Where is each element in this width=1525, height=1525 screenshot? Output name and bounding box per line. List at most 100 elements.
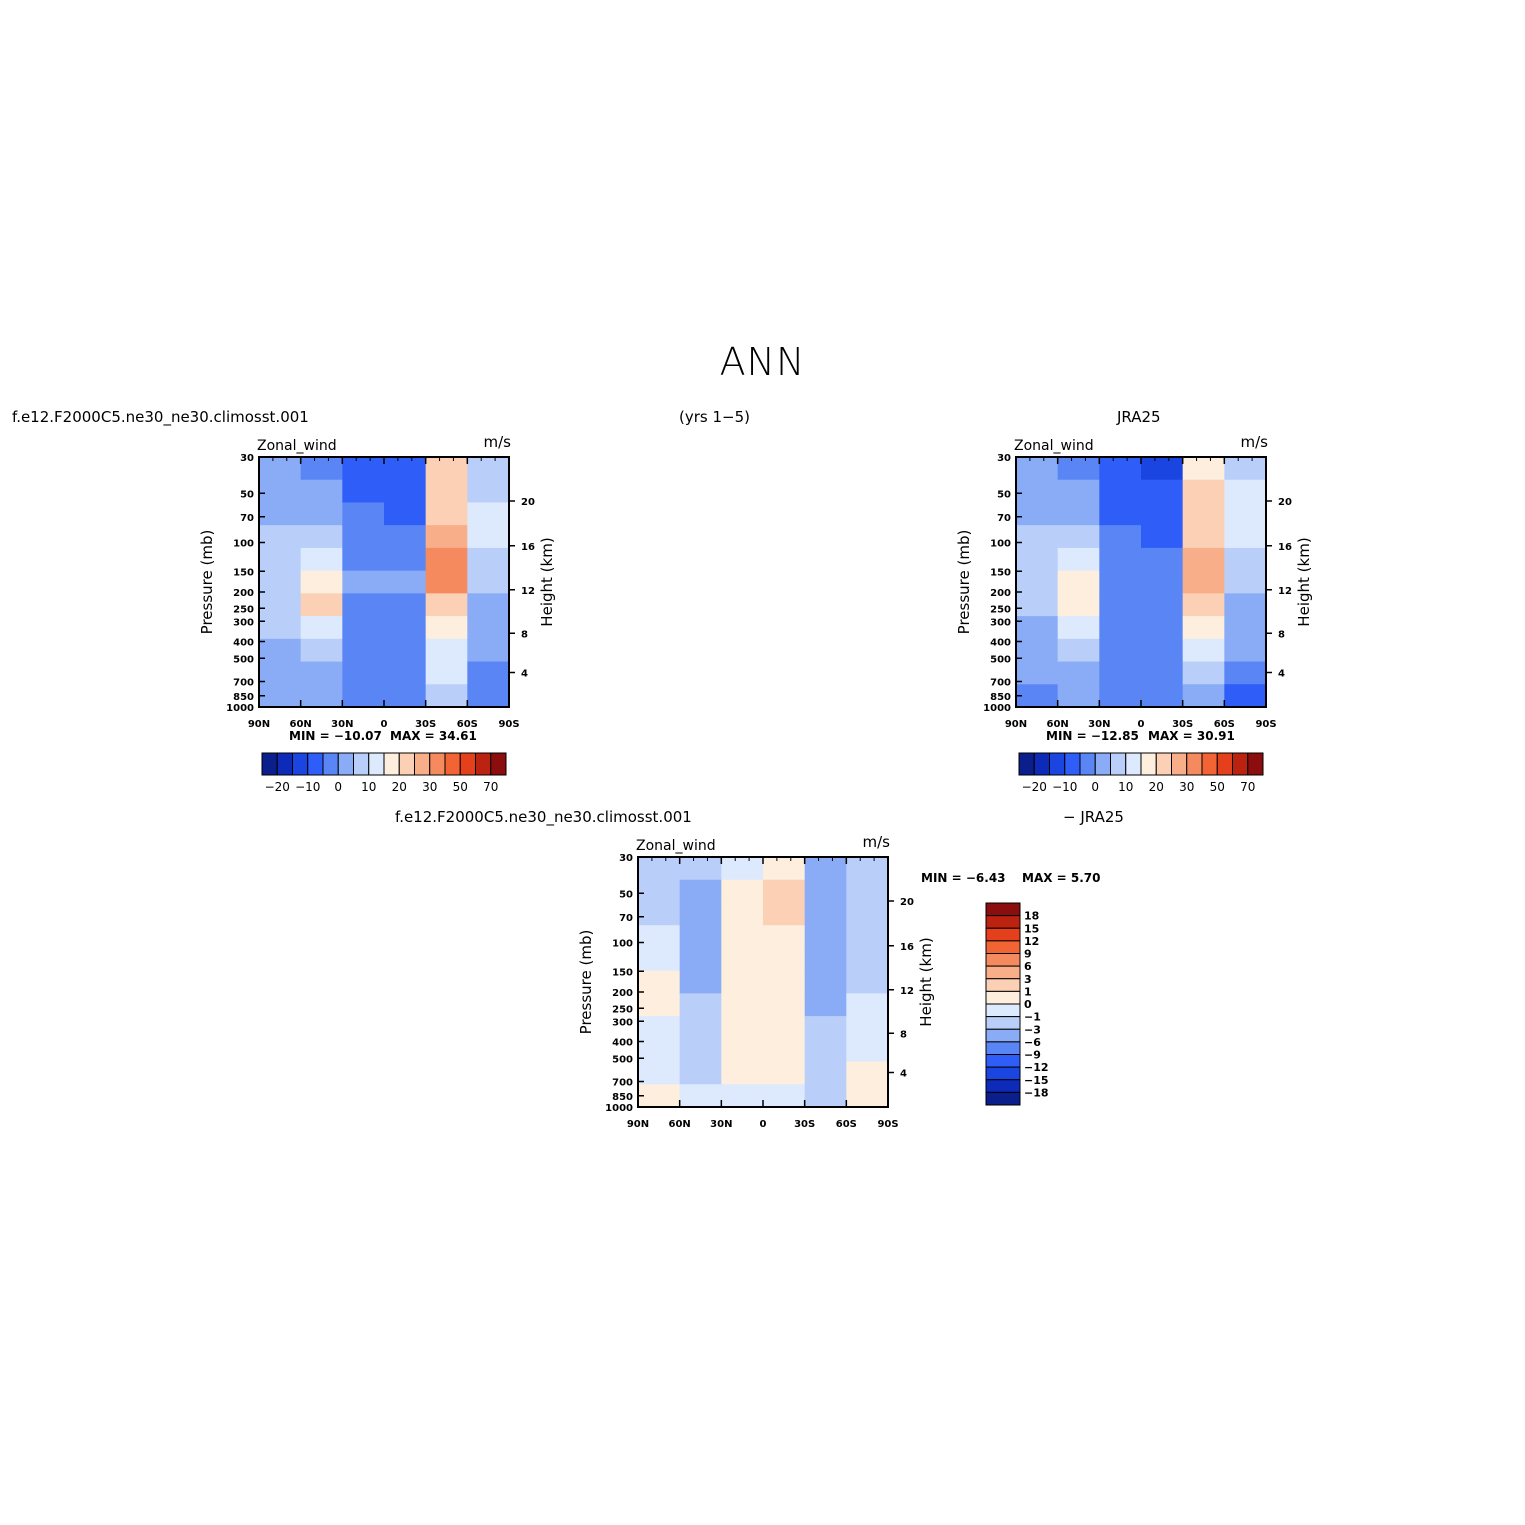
obs-contour-cell bbox=[1224, 616, 1267, 640]
model-contour-cell bbox=[425, 502, 468, 526]
obs-contour-cell bbox=[1099, 638, 1142, 663]
model-contour-cell bbox=[300, 593, 343, 617]
difference-panel bbox=[637, 856, 1021, 1108]
difference-y-tick-label: 100 bbox=[612, 939, 633, 950]
model-x-tick-label: 0 bbox=[381, 719, 388, 730]
difference-colorbar-box bbox=[985, 1091, 1021, 1106]
model-colorbar-label: 70 bbox=[483, 780, 498, 794]
model-contour-cell bbox=[342, 638, 385, 663]
difference-contour-cell bbox=[763, 1061, 806, 1085]
difference-contour-cell bbox=[763, 925, 806, 949]
difference-contour-cell bbox=[721, 925, 764, 949]
obs-contour-cell bbox=[1141, 457, 1184, 481]
difference-contour-cell bbox=[679, 902, 722, 926]
obs-contour-cell bbox=[1141, 661, 1184, 685]
difference-contour-cell bbox=[679, 1084, 722, 1108]
obs-contour-cell bbox=[1099, 502, 1142, 526]
model-y2-axis-title: Height (km) bbox=[538, 537, 556, 626]
model-contour-cell bbox=[384, 525, 427, 549]
difference-y2-tick-label: 8 bbox=[900, 1029, 907, 1040]
difference-x-tick-label: 60S bbox=[836, 1119, 857, 1130]
model-x-tick-label: 30S bbox=[415, 719, 436, 730]
obs-contour-cell bbox=[1099, 457, 1142, 481]
difference-contour-cell bbox=[763, 902, 806, 926]
difference-contour-cell bbox=[804, 1061, 847, 1085]
model-colorbar-box bbox=[414, 752, 431, 776]
model-contour-cell bbox=[300, 570, 343, 594]
difference-y-tick-label: 700 bbox=[612, 1078, 633, 1089]
difference-contour-cell bbox=[846, 902, 889, 926]
obs-y2-tick-label: 8 bbox=[1278, 629, 1285, 640]
model-x-tick-label: 60S bbox=[457, 719, 478, 730]
obs-colorbar-box bbox=[1110, 752, 1127, 776]
model-contour-cell bbox=[425, 661, 468, 685]
difference-y-tick-label: 850 bbox=[612, 1092, 633, 1103]
obs-max-label: MAX = 30.91 bbox=[1148, 729, 1235, 743]
obs-colorbar-label: 30 bbox=[1179, 780, 1194, 794]
difference-contour-cell bbox=[804, 993, 847, 1017]
difference-colorbar-box bbox=[985, 965, 1021, 980]
obs-colorbar-label: −10 bbox=[1052, 780, 1077, 794]
model-y-tick-label: 500 bbox=[233, 654, 254, 665]
model-y-tick-label: 100 bbox=[233, 539, 254, 550]
difference-contour-cell bbox=[638, 970, 681, 994]
difference-contour-cell bbox=[638, 947, 681, 972]
obs-contour-cell bbox=[1182, 502, 1225, 526]
model-contour-cell bbox=[342, 616, 385, 640]
model-contour-cell bbox=[259, 593, 302, 617]
obs-x-tick-label: 90N bbox=[1005, 719, 1027, 730]
model-y-tick-label: 150 bbox=[233, 567, 254, 578]
difference-contour-cell bbox=[846, 993, 889, 1017]
model-contour-cell bbox=[467, 457, 510, 481]
obs-colorbar-box bbox=[1018, 752, 1035, 776]
obs-colorbar-box bbox=[1049, 752, 1066, 776]
model-contour-cell bbox=[384, 547, 427, 572]
obs-y-tick-label: 30 bbox=[997, 453, 1011, 464]
model-contour-cell bbox=[467, 616, 510, 640]
difference-colorbar-label: −9 bbox=[1024, 1049, 1041, 1062]
difference-colorbar-box bbox=[985, 927, 1021, 942]
model-contour-cell bbox=[300, 457, 343, 481]
difference-colorbar-box bbox=[985, 1003, 1021, 1018]
obs-contour-cell bbox=[1224, 457, 1267, 481]
difference-x-tick-label: 30S bbox=[794, 1119, 815, 1130]
obs-contour-cell bbox=[1016, 638, 1059, 663]
model-contour-cell bbox=[342, 502, 385, 526]
obs-contour-cell bbox=[1016, 616, 1059, 640]
model-contour-cell bbox=[384, 684, 427, 708]
model-contour-cell bbox=[259, 616, 302, 640]
obs-contour-cell bbox=[1224, 547, 1267, 572]
model-y2-tick-label: 16 bbox=[521, 542, 535, 553]
difference-y-tick-label: 200 bbox=[612, 988, 633, 999]
difference-x-tick-label: 30N bbox=[710, 1119, 732, 1130]
model-contour-cell bbox=[425, 479, 468, 504]
model-colorbar-box bbox=[444, 752, 461, 776]
difference-colorbar-box bbox=[985, 1066, 1021, 1081]
obs-x-tick-label: 30N bbox=[1088, 719, 1110, 730]
model-y-tick-label: 300 bbox=[233, 617, 254, 628]
difference-contour-cell bbox=[638, 1016, 681, 1040]
model-x-tick-label: 60N bbox=[290, 719, 312, 730]
difference-contour-cell bbox=[721, 947, 764, 972]
obs-contour-cell bbox=[1057, 570, 1100, 594]
difference-contour-cell bbox=[804, 970, 847, 994]
difference-contour-cell bbox=[846, 1016, 889, 1040]
obs-y-tick-label: 50 bbox=[997, 489, 1011, 500]
model-contour-cell bbox=[342, 547, 385, 572]
obs-contour-cell bbox=[1016, 661, 1059, 685]
difference-contour-cell bbox=[679, 1061, 722, 1085]
difference-contour-cell bbox=[846, 857, 889, 881]
obs-contour-cell bbox=[1141, 616, 1184, 640]
difference-contour-cell bbox=[763, 993, 806, 1017]
obs-contour-cell bbox=[1099, 547, 1142, 572]
obs-y-tick-label: 150 bbox=[990, 567, 1011, 578]
difference-colorbar-label: −1 bbox=[1024, 1011, 1041, 1024]
model-y-tick-label: 250 bbox=[233, 604, 254, 615]
difference-contour-cell bbox=[721, 857, 764, 881]
obs-y2-tick-label: 4 bbox=[1278, 669, 1285, 680]
obs-x-tick-label: 90S bbox=[1255, 719, 1276, 730]
difference-contour-cell bbox=[679, 1038, 722, 1063]
model-colorbar-label: −20 bbox=[265, 780, 290, 794]
obs-colorbar-box bbox=[1064, 752, 1081, 776]
obs-colorbar-box bbox=[1216, 752, 1233, 776]
